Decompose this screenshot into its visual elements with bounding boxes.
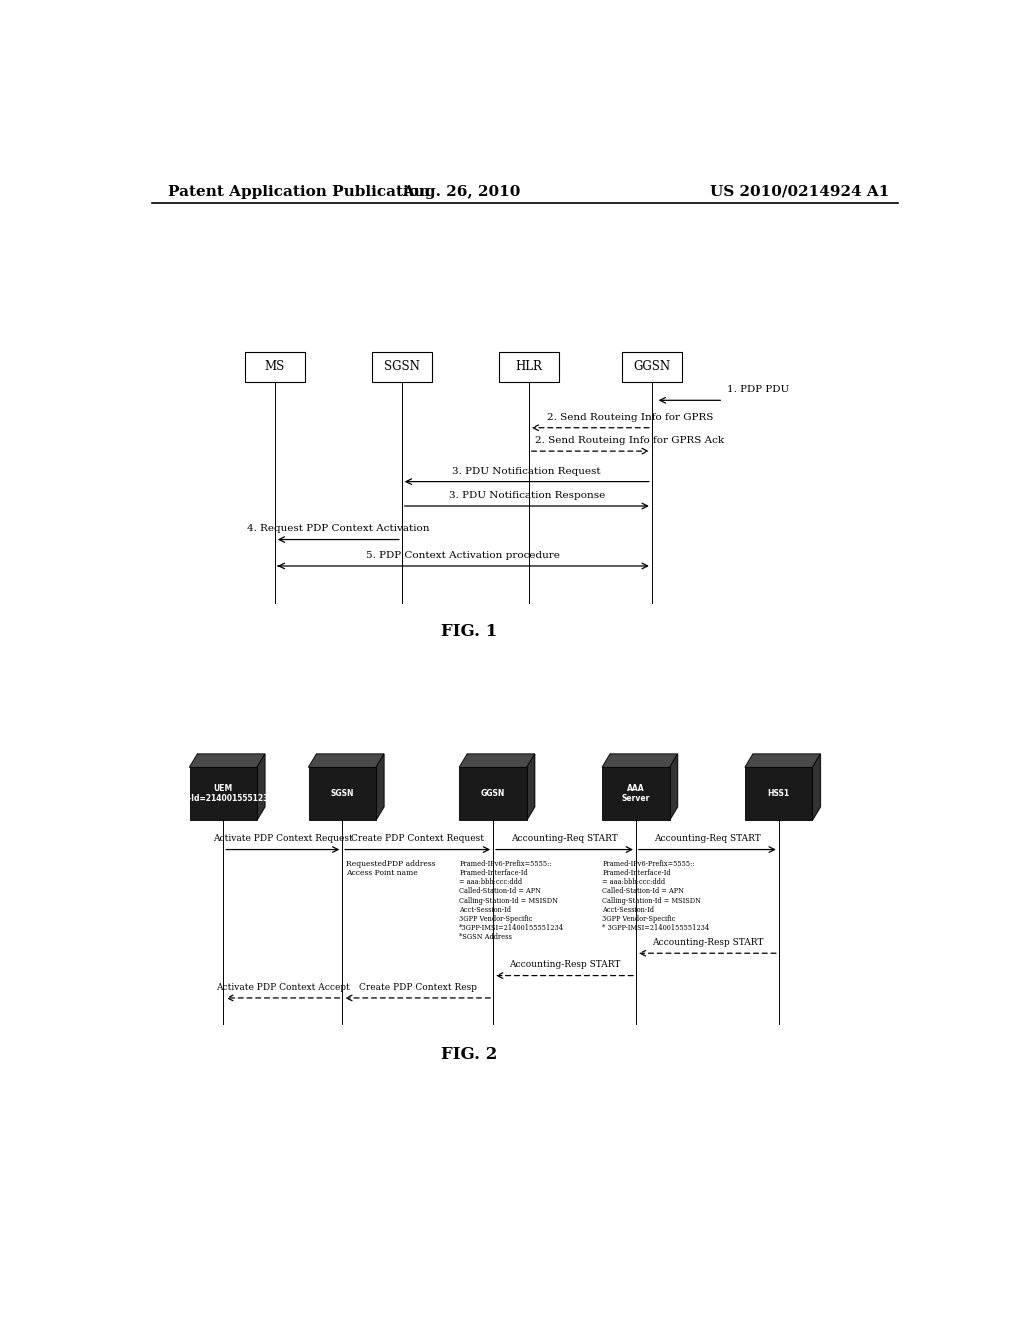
- Bar: [745, 767, 812, 820]
- Text: 4. Request PDP Context Activation: 4. Request PDP Context Activation: [247, 524, 429, 533]
- Text: GGSN: GGSN: [633, 360, 671, 374]
- Text: Patent Application Publication: Patent Application Publication: [168, 185, 430, 199]
- Text: HSS1: HSS1: [768, 789, 790, 799]
- Polygon shape: [460, 754, 535, 767]
- Bar: [308, 767, 376, 820]
- Text: Framed-IPv6-Prefix=5555::
Framed-Interface-Id
= aaa:bbb:ccc:ddd
Called-Station-I: Framed-IPv6-Prefix=5555:: Framed-Interfa…: [460, 859, 564, 941]
- Polygon shape: [602, 754, 678, 767]
- Text: UEM
SIM-Id=2140015551234: UEM SIM-Id=2140015551234: [172, 784, 274, 804]
- Text: FIG. 1: FIG. 1: [441, 623, 498, 639]
- Bar: [189, 767, 257, 820]
- Polygon shape: [189, 754, 265, 767]
- Text: Accounting-Req START: Accounting-Req START: [654, 834, 761, 843]
- Text: Framed-IPv6-Prefix=5555::
Framed-Interface-Id
= aaa:bbb:ccc:ddd
Called-Station-I: Framed-IPv6-Prefix=5555:: Framed-Interfa…: [602, 859, 710, 932]
- Polygon shape: [308, 754, 384, 767]
- Text: 2. Send Routeing Info for GPRS Ack: 2. Send Routeing Info for GPRS Ack: [536, 436, 725, 445]
- Polygon shape: [812, 754, 820, 820]
- Text: FIG. 2: FIG. 2: [441, 1047, 498, 1064]
- Text: Aug. 26, 2010: Aug. 26, 2010: [402, 185, 520, 199]
- Text: MS: MS: [264, 360, 285, 374]
- Bar: [499, 351, 558, 381]
- Polygon shape: [670, 754, 678, 820]
- Bar: [245, 351, 304, 381]
- Polygon shape: [376, 754, 384, 820]
- Text: SGSN: SGSN: [331, 789, 354, 799]
- Polygon shape: [745, 754, 820, 767]
- Text: 1. PDP PDU: 1. PDP PDU: [727, 385, 790, 395]
- Text: Accounting-Resp START: Accounting-Resp START: [509, 961, 621, 969]
- Text: 5. PDP Context Activation procedure: 5. PDP Context Activation procedure: [367, 550, 560, 560]
- Bar: [602, 767, 670, 820]
- Bar: [460, 767, 526, 820]
- Polygon shape: [526, 754, 535, 820]
- Text: AAA
Server: AAA Server: [622, 784, 650, 804]
- Text: Activate PDP Context Accept: Activate PDP Context Accept: [216, 983, 349, 991]
- Text: Activate PDP Context Request: Activate PDP Context Request: [213, 834, 352, 843]
- Text: GGSN: GGSN: [481, 789, 505, 799]
- Text: Accounting-Resp START: Accounting-Resp START: [651, 939, 763, 948]
- Bar: [372, 351, 431, 381]
- Text: 3. PDU Notification Response: 3. PDU Notification Response: [449, 491, 605, 500]
- Bar: [622, 351, 682, 381]
- Text: SGSN: SGSN: [384, 360, 420, 374]
- Polygon shape: [257, 754, 265, 820]
- Text: Create PDP Context Request: Create PDP Context Request: [351, 834, 484, 843]
- Text: Create PDP Context Resp: Create PDP Context Resp: [358, 983, 476, 991]
- Text: RequestedPDP address
Access Point name: RequestedPDP address Access Point name: [346, 859, 436, 876]
- Text: HLR: HLR: [515, 360, 542, 374]
- Text: Accounting-Req START: Accounting-Req START: [511, 834, 617, 843]
- Text: 3. PDU Notification Request: 3. PDU Notification Request: [453, 466, 601, 475]
- Text: 2. Send Routeing Info for GPRS: 2. Send Routeing Info for GPRS: [547, 413, 713, 421]
- Text: US 2010/0214924 A1: US 2010/0214924 A1: [711, 185, 890, 199]
